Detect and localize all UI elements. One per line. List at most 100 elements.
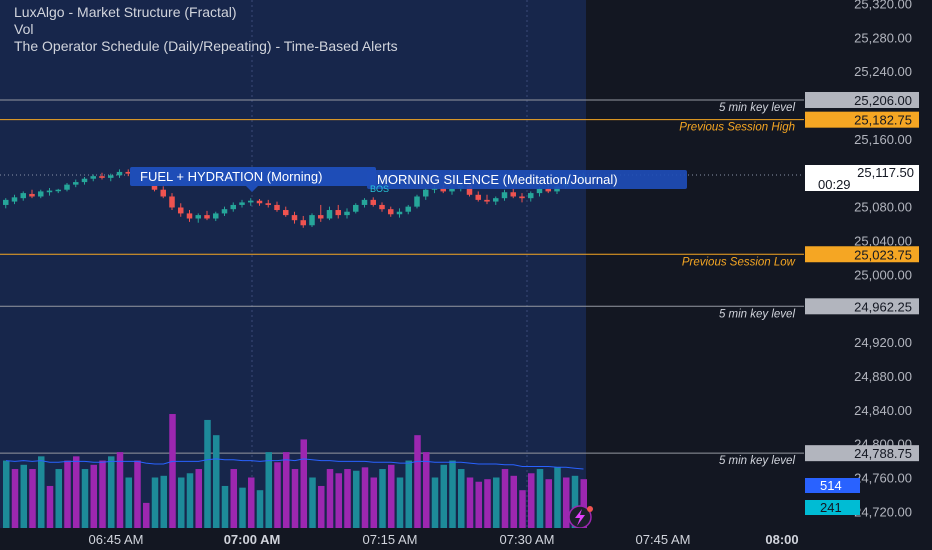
candle-body[interactable] bbox=[536, 188, 543, 194]
volume-ma-line bbox=[5, 458, 584, 470]
candle-body[interactable] bbox=[204, 215, 210, 219]
volume-bar bbox=[300, 439, 307, 528]
volume-bar bbox=[449, 460, 456, 528]
candle-body[interactable] bbox=[3, 199, 9, 205]
price-tick-label: 24,920.00 bbox=[854, 335, 912, 350]
candle-body[interactable] bbox=[265, 203, 272, 205]
candle-body[interactable] bbox=[519, 196, 525, 199]
schedule-label-silence[interactable]: MORNING SILENCE (Meditation/Journal) bbox=[367, 170, 687, 189]
candle-body[interactable] bbox=[440, 188, 447, 192]
candle-body[interactable] bbox=[239, 202, 245, 205]
candle-body[interactable] bbox=[396, 211, 403, 215]
candle-body[interactable] bbox=[108, 175, 114, 178]
candle-body[interactable] bbox=[326, 210, 333, 219]
candle-body[interactable] bbox=[213, 213, 219, 219]
candle-body[interactable] bbox=[353, 204, 359, 212]
volume-bar bbox=[195, 469, 202, 528]
candle-body[interactable] bbox=[344, 211, 350, 216]
candle-body[interactable] bbox=[256, 200, 263, 204]
time-axis-label: 06:45 AM bbox=[89, 532, 144, 547]
candle-body[interactable] bbox=[318, 215, 324, 219]
candle-body[interactable] bbox=[466, 185, 473, 195]
time-axis-label: 07:45 AM bbox=[636, 532, 691, 547]
candle-body[interactable] bbox=[300, 220, 307, 226]
candle-body[interactable] bbox=[38, 191, 44, 197]
candle-body[interactable] bbox=[414, 196, 420, 207]
candle-body[interactable] bbox=[545, 188, 552, 192]
candle-body[interactable] bbox=[195, 215, 202, 219]
time-axis-label: 07:15 AM bbox=[363, 532, 418, 547]
volume-bar bbox=[344, 469, 351, 528]
candle-body[interactable] bbox=[46, 190, 53, 193]
candle-body[interactable] bbox=[230, 204, 237, 210]
candle-body[interactable] bbox=[125, 171, 132, 174]
candle-body[interactable] bbox=[169, 196, 175, 208]
candle-body[interactable] bbox=[81, 178, 88, 183]
volume-bar bbox=[239, 487, 246, 528]
candle-body[interactable] bbox=[423, 189, 429, 197]
level-name-label: 5 min key level bbox=[719, 455, 796, 467]
candle-body[interactable] bbox=[99, 176, 105, 178]
candle-body[interactable] bbox=[361, 199, 368, 205]
legend-operator-schedule[interactable]: The Operator Schedule (Daily/Repeating) … bbox=[14, 38, 398, 54]
volume-bar bbox=[501, 469, 509, 528]
time-axis[interactable] bbox=[0, 528, 932, 550]
candle-body[interactable] bbox=[528, 193, 534, 199]
candle-body[interactable] bbox=[248, 200, 254, 203]
schedule-label-silence-text: MORNING SILENCE (Meditation/Journal) bbox=[377, 172, 618, 187]
candle-body[interactable] bbox=[475, 194, 482, 200]
candle-body[interactable] bbox=[484, 199, 490, 202]
candle-body[interactable] bbox=[64, 184, 70, 190]
candle-body[interactable] bbox=[291, 215, 298, 221]
volume-bar bbox=[55, 469, 62, 528]
candle-body[interactable] bbox=[309, 215, 315, 226]
candle-body[interactable] bbox=[379, 204, 385, 210]
volume-bar bbox=[379, 469, 386, 528]
volume-bar bbox=[484, 479, 491, 528]
candle-body[interactable] bbox=[510, 192, 517, 197]
candle-body[interactable] bbox=[55, 189, 62, 192]
candle-body[interactable] bbox=[160, 189, 167, 197]
schedule-label-fuel[interactable]: FUEL + HYDRATION (Morning) bbox=[130, 167, 376, 192]
volume-bar bbox=[213, 435, 220, 528]
candle-body[interactable] bbox=[370, 199, 377, 205]
volume-bar bbox=[178, 477, 185, 528]
candle-body[interactable] bbox=[116, 171, 123, 176]
volume-bar bbox=[309, 477, 316, 528]
volume-bar bbox=[274, 462, 281, 528]
candle-body[interactable] bbox=[221, 209, 228, 214]
candle-body[interactable] bbox=[29, 193, 35, 197]
candle-body[interactable] bbox=[90, 176, 97, 179]
candle-body[interactable] bbox=[11, 197, 18, 202]
level-name-label: 5 min key level bbox=[719, 102, 796, 114]
candle-body[interactable] bbox=[449, 188, 455, 192]
price-tick-label: 25,040.00 bbox=[854, 234, 912, 249]
candle-body[interactable] bbox=[73, 182, 79, 185]
volume-bar bbox=[90, 464, 97, 528]
volume-bar bbox=[318, 485, 325, 528]
candle-body[interactable] bbox=[20, 193, 27, 199]
candle-body[interactable] bbox=[388, 209, 394, 215]
candle-body[interactable] bbox=[186, 213, 193, 219]
volume-bar bbox=[519, 490, 526, 528]
volume-badge-241-text: 241 bbox=[820, 500, 842, 515]
volume-bar bbox=[326, 469, 334, 528]
volume-bar bbox=[64, 460, 71, 528]
volume-bar bbox=[536, 469, 544, 528]
volume-bar bbox=[291, 469, 299, 528]
candle-body[interactable] bbox=[501, 192, 508, 199]
volume-bar bbox=[230, 469, 237, 528]
volume-bar bbox=[99, 460, 106, 528]
price-tick-label: 24,720.00 bbox=[854, 504, 912, 519]
candle-body[interactable] bbox=[178, 207, 184, 214]
candle-body[interactable] bbox=[493, 198, 499, 202]
candle-body[interactable] bbox=[274, 204, 280, 211]
price-tick-label: 25,160.00 bbox=[854, 132, 912, 147]
candle-body[interactable] bbox=[335, 210, 342, 216]
candle-body[interactable] bbox=[405, 206, 412, 212]
legend-vol[interactable]: Vol bbox=[14, 21, 34, 37]
legend-luxalgo[interactable]: LuxAlgo - Market Structure (Fractal) bbox=[14, 4, 237, 20]
candle-body[interactable] bbox=[283, 210, 289, 216]
volume-bar bbox=[256, 490, 264, 528]
